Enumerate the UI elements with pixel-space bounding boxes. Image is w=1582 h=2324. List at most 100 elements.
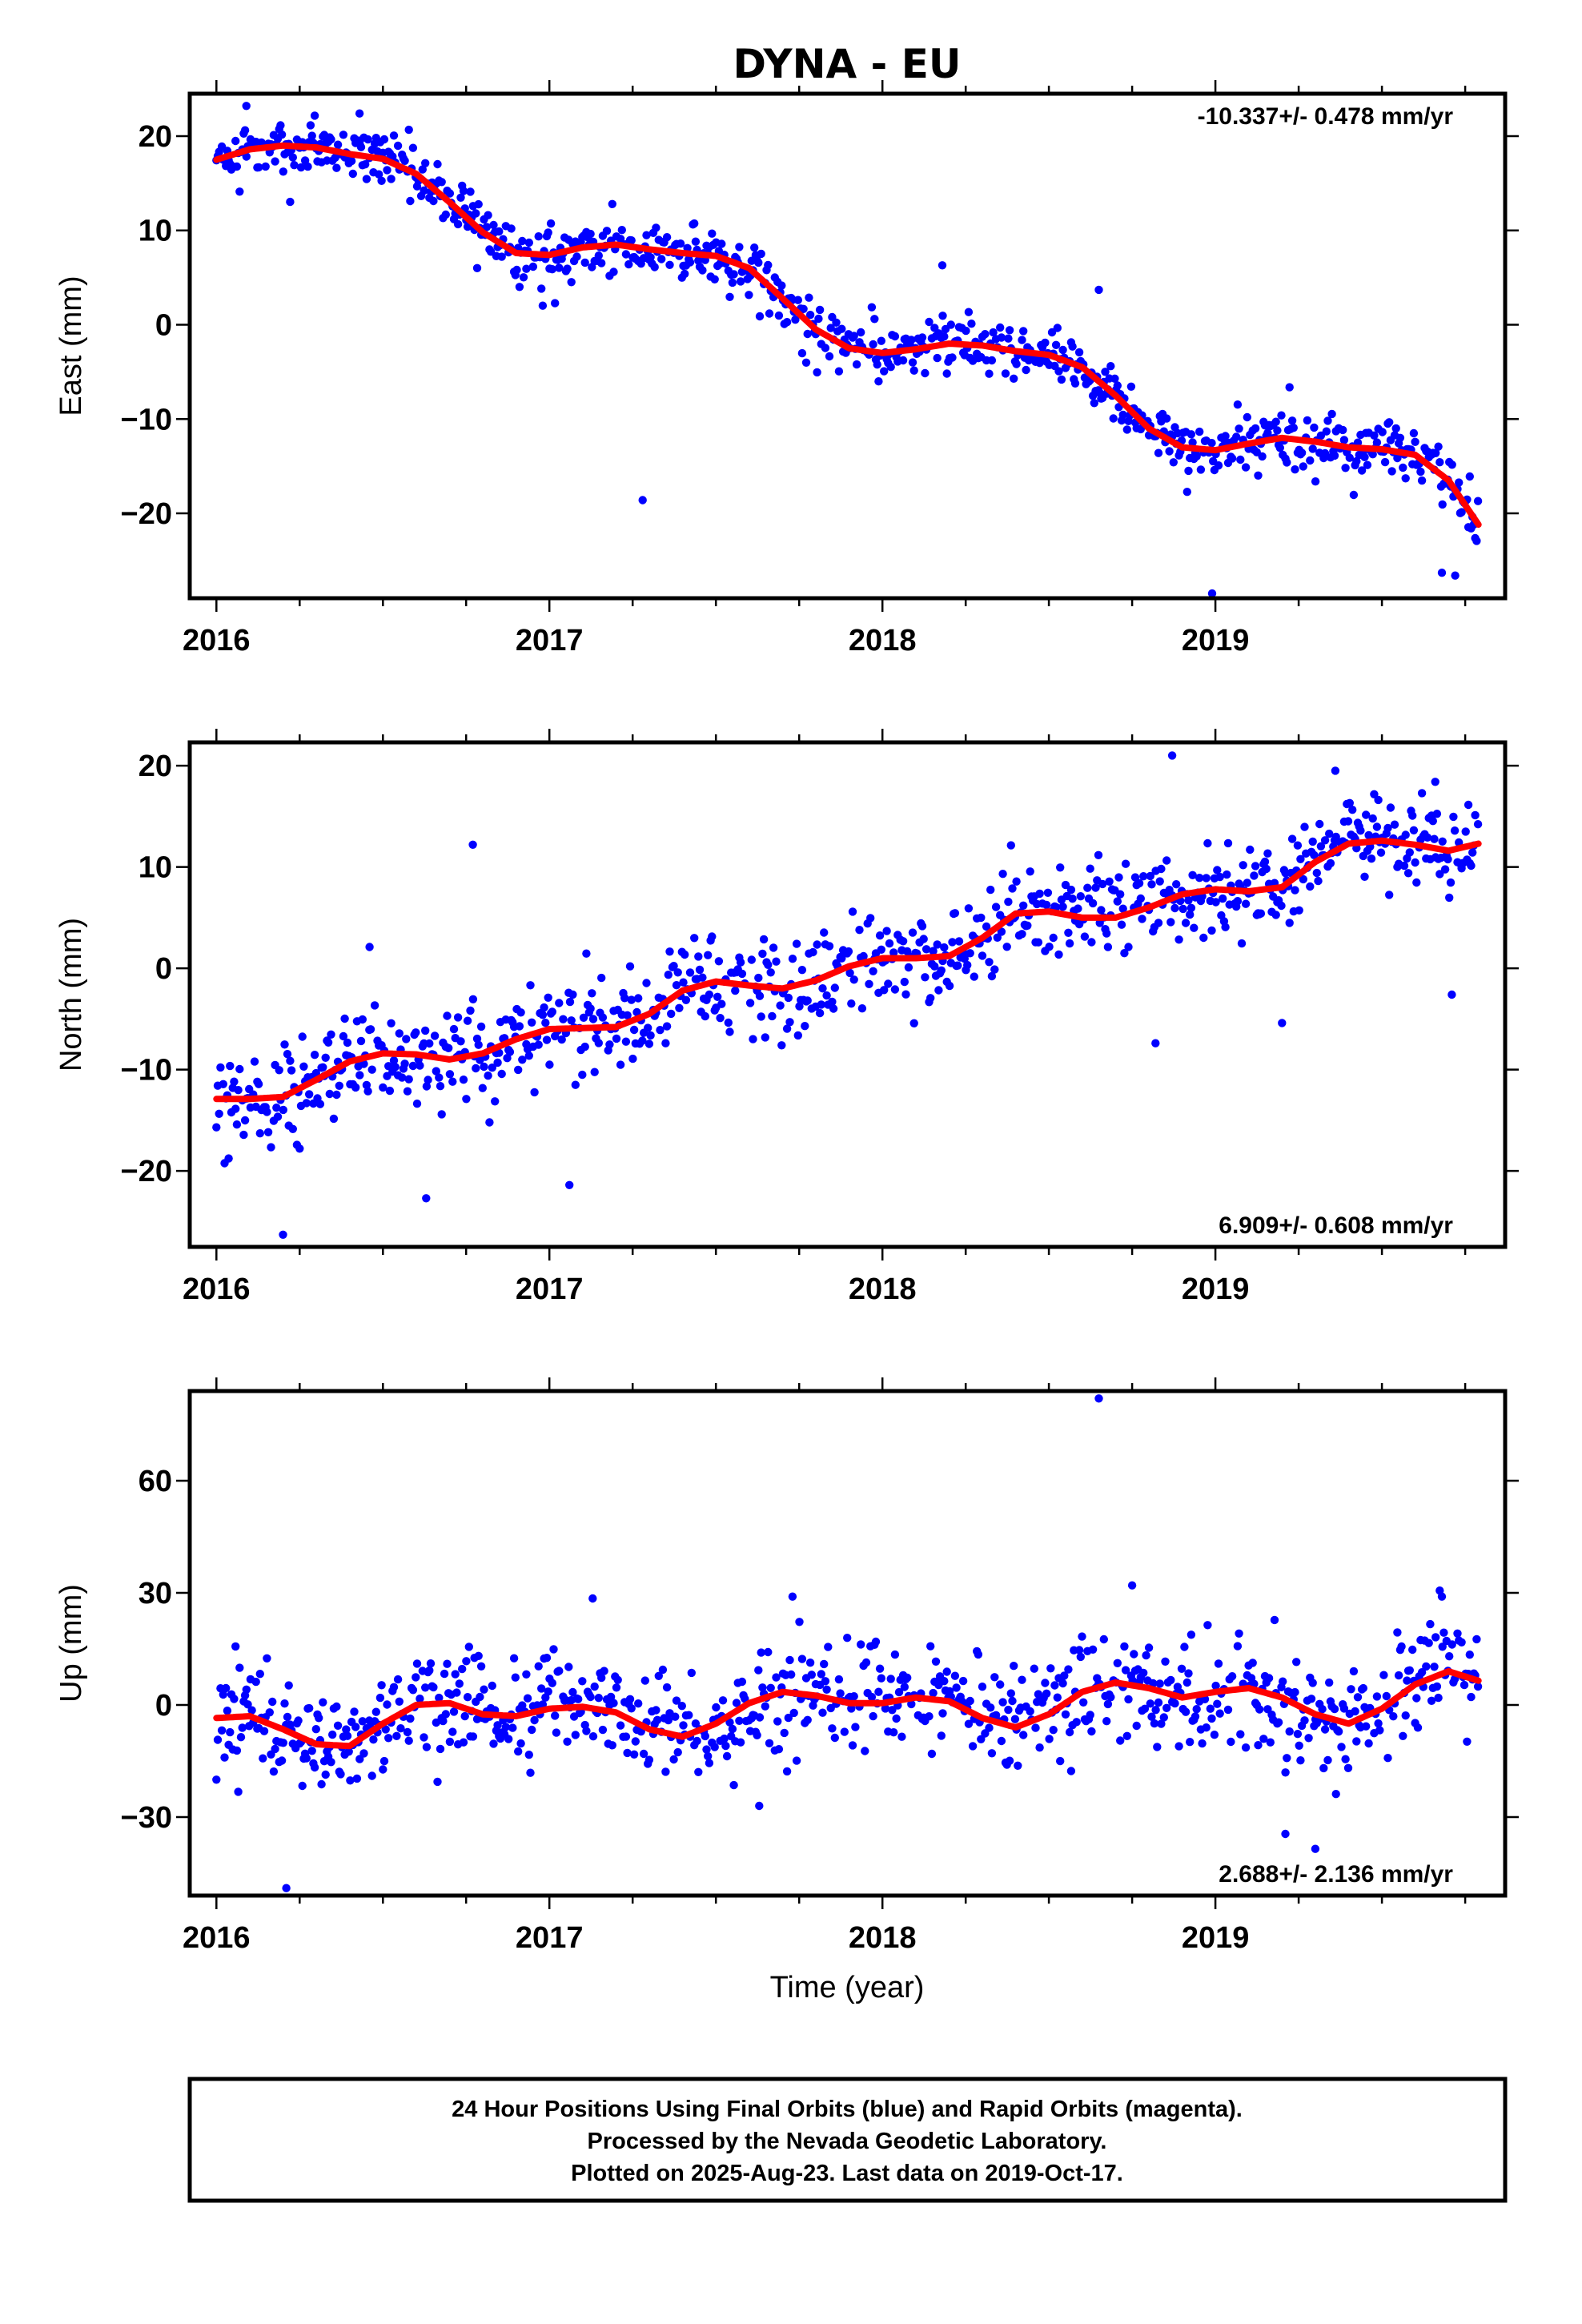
north-data-point bbox=[1316, 842, 1326, 851]
east-data-point bbox=[681, 269, 689, 279]
north-data-point bbox=[1147, 880, 1156, 889]
up-data-point bbox=[277, 1756, 287, 1765]
east-data-point bbox=[870, 315, 879, 324]
up-data-point bbox=[522, 1670, 531, 1679]
east-data-point bbox=[1101, 368, 1110, 376]
up-data-point bbox=[1079, 1698, 1088, 1707]
north-data-point bbox=[424, 1076, 432, 1084]
north-data-point bbox=[716, 1014, 725, 1023]
up-data-point bbox=[1426, 1619, 1435, 1629]
north-data-point bbox=[784, 993, 793, 1003]
east-y-tick-label: −20 bbox=[121, 497, 172, 531]
east-data-point bbox=[594, 251, 603, 260]
north-data-point bbox=[430, 1031, 440, 1040]
north-data-point bbox=[280, 1040, 289, 1049]
east-data-point bbox=[261, 162, 270, 171]
up-data-point bbox=[894, 1687, 904, 1697]
east-data-point bbox=[755, 312, 765, 321]
north-data-point bbox=[1207, 926, 1216, 935]
up-data-point bbox=[729, 1780, 738, 1790]
north-data-point bbox=[1285, 919, 1294, 927]
up-data-point bbox=[1279, 1677, 1287, 1686]
east-data-point bbox=[1110, 374, 1119, 383]
north-data-point bbox=[1364, 830, 1373, 840]
east-data-point bbox=[548, 265, 556, 274]
east-data-point bbox=[389, 131, 399, 140]
north-data-point bbox=[772, 957, 781, 966]
up-data-point bbox=[1006, 1689, 1016, 1698]
north-data-point bbox=[232, 1120, 242, 1129]
north-data-point bbox=[909, 1019, 918, 1028]
north-data-point bbox=[412, 1028, 420, 1037]
up-data-point bbox=[212, 1775, 221, 1784]
up-data-point bbox=[452, 1688, 461, 1697]
up-data-point bbox=[1078, 1632, 1086, 1641]
north-data-point bbox=[1362, 810, 1371, 819]
east-data-point bbox=[1357, 466, 1367, 475]
up-data-point bbox=[1010, 1715, 1020, 1723]
north-data-point bbox=[954, 937, 964, 946]
up-data-point bbox=[1334, 1727, 1343, 1736]
north-data-point bbox=[1449, 812, 1458, 822]
east-data-point bbox=[347, 156, 356, 166]
up-data-point bbox=[889, 1728, 898, 1737]
east-data-point bbox=[1285, 383, 1294, 392]
up-data-point bbox=[1150, 1719, 1159, 1728]
east-data-point bbox=[355, 109, 364, 118]
north-data-point bbox=[1239, 861, 1247, 870]
up-data-point bbox=[219, 1690, 227, 1699]
north-data-point bbox=[818, 984, 827, 993]
east-data-point bbox=[276, 121, 285, 130]
north-data-point bbox=[298, 1032, 307, 1041]
up-data-point bbox=[1072, 1718, 1081, 1727]
east-data-point bbox=[363, 135, 372, 144]
north-data-point bbox=[1102, 929, 1111, 938]
up-data-point bbox=[616, 1721, 625, 1730]
up-data-point bbox=[849, 1692, 858, 1701]
up-data-point bbox=[332, 1702, 341, 1711]
chart-title: DYNA - EU bbox=[733, 41, 962, 87]
up-data-point bbox=[1159, 1713, 1169, 1722]
north-data-point bbox=[462, 1095, 471, 1104]
north-data-point bbox=[1401, 830, 1410, 839]
up-data-point bbox=[1457, 1638, 1466, 1647]
east-data-point bbox=[873, 360, 881, 369]
east-data-point bbox=[1437, 569, 1447, 577]
east-data-point bbox=[1360, 452, 1369, 461]
north-data-point bbox=[515, 1022, 524, 1031]
north-data-point bbox=[453, 1013, 463, 1022]
north-data-point bbox=[432, 1067, 440, 1076]
up-data-point bbox=[765, 1739, 774, 1747]
up-data-point bbox=[1206, 1704, 1215, 1713]
up-data-point bbox=[1181, 1707, 1191, 1716]
up-data-point bbox=[1031, 1723, 1040, 1732]
up-data-point bbox=[1132, 1721, 1141, 1731]
east-data-point bbox=[646, 253, 655, 262]
up-data-point bbox=[462, 1657, 471, 1666]
east-data-point bbox=[624, 259, 633, 269]
north-data-point bbox=[1343, 817, 1353, 826]
up-data-point bbox=[705, 1759, 714, 1767]
up-data-point bbox=[722, 1751, 732, 1761]
north-data-point bbox=[1325, 829, 1334, 838]
east-data-point bbox=[1001, 369, 1010, 378]
north-data-point bbox=[963, 960, 972, 970]
up-data-point bbox=[588, 1594, 597, 1603]
up-data-point bbox=[464, 1642, 473, 1651]
north-data-point bbox=[859, 951, 868, 961]
up-data-point bbox=[458, 1664, 467, 1674]
north-data-point bbox=[408, 1061, 418, 1071]
north-data-point bbox=[612, 1034, 621, 1043]
up-data-point bbox=[284, 1681, 293, 1690]
up-data-point bbox=[737, 1677, 747, 1687]
north-data-point bbox=[991, 903, 1001, 911]
east-data-point bbox=[662, 233, 672, 242]
north-data-point bbox=[690, 934, 699, 943]
up-data-point bbox=[404, 1736, 413, 1745]
up-data-point bbox=[861, 1658, 871, 1667]
east-data-point bbox=[1113, 381, 1122, 390]
east-data-point bbox=[985, 369, 994, 378]
north-data-point bbox=[1237, 939, 1247, 948]
up-data-point bbox=[403, 1727, 412, 1737]
up-data-point bbox=[803, 1715, 812, 1724]
